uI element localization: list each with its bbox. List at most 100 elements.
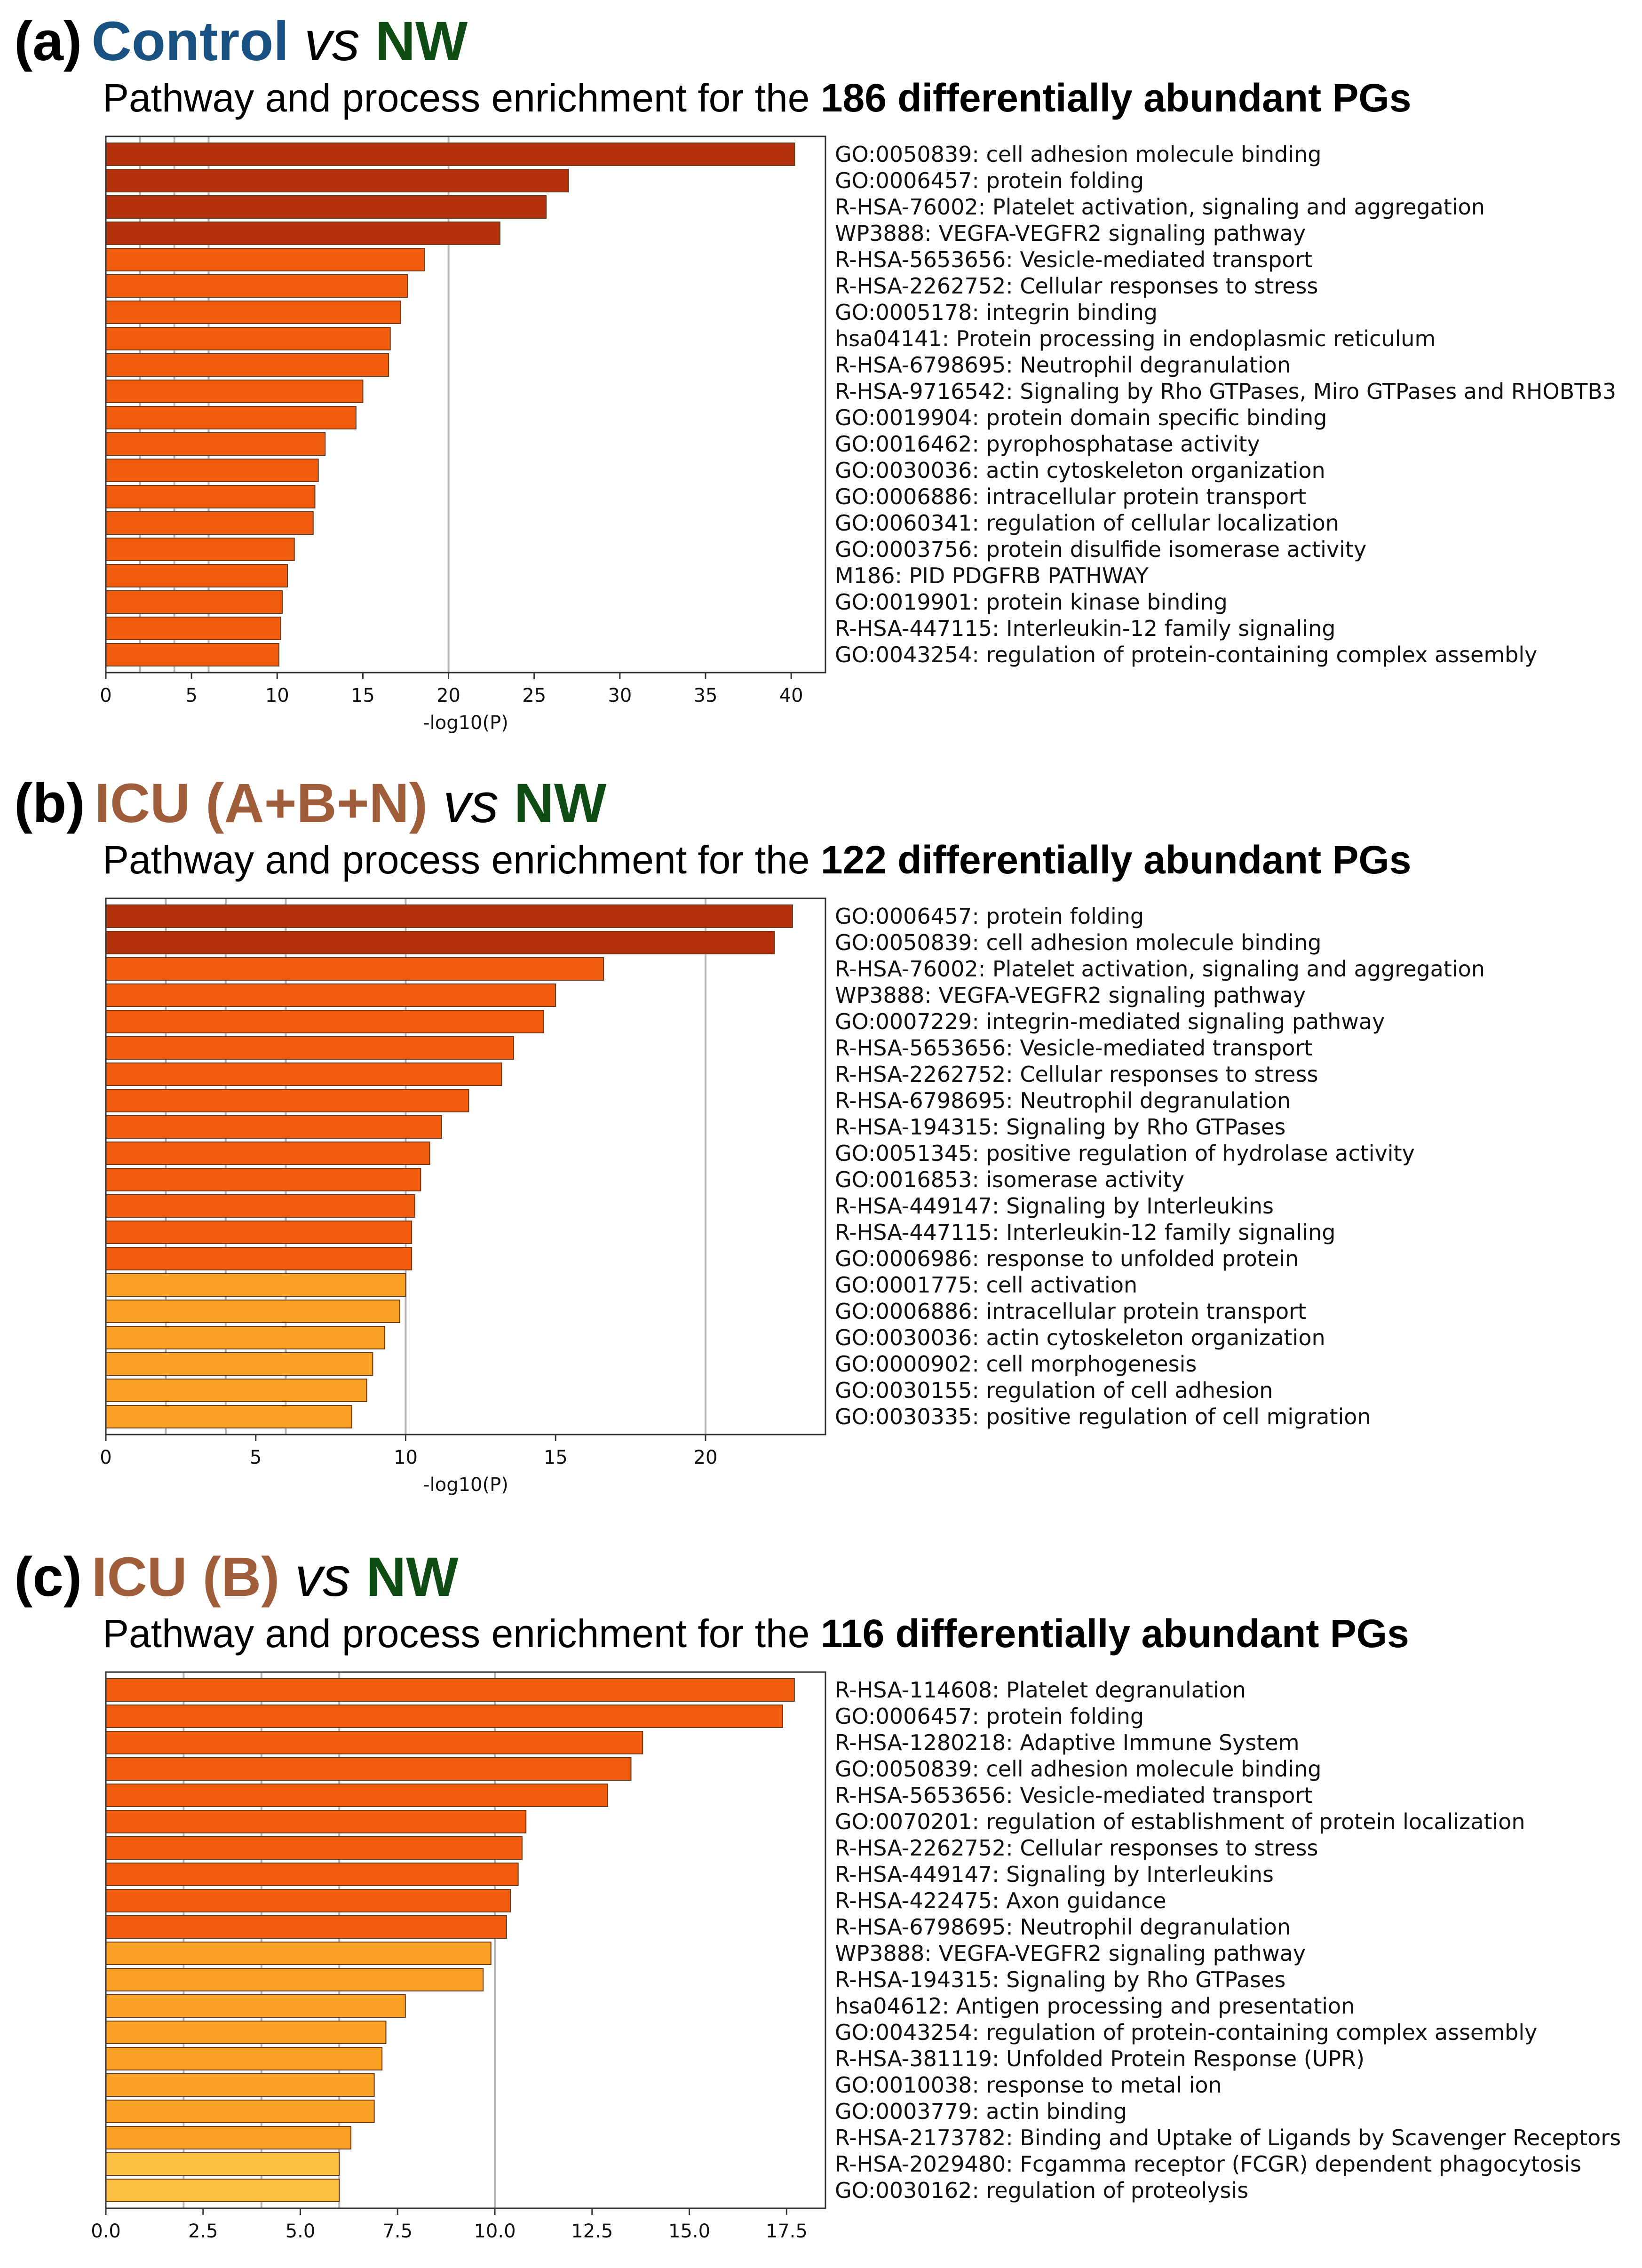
panel-c-tick-label: 17.5 [766, 2220, 808, 2242]
panel-c-term-label: hsa04612: Antigen processing and present… [835, 1993, 1355, 2019]
panel-b-vs: vs [443, 772, 499, 834]
panel-a-tick-label: 5 [185, 685, 197, 706]
panel-b-subtitle-count: 122 differentially abundant PGs [821, 838, 1412, 882]
panel-c-tick-label: 0.0 [91, 2220, 121, 2242]
panel-a-header: (a) Control vs NW [14, 9, 468, 80]
panel-c-tick-label: 10.0 [474, 2220, 516, 2242]
panel-c-bar [106, 1863, 518, 1886]
panel-c-tick-label: 2.5 [188, 2220, 218, 2242]
panel-b-letter: (b) [14, 772, 85, 834]
panel-c-chart: R-HSA-114608: Platelet degranulationGO:0… [0, 1663, 1642, 2255]
panel-a-tick-label: 25 [522, 685, 546, 706]
panel-c-term-label: WP3888: VEGFA-VEGFR2 signaling pathway [835, 1941, 1306, 1966]
panel-a-group-a: Control [92, 10, 289, 72]
panel-b-term-label: GO:0006457: protein folding [835, 904, 1144, 929]
panel-a-tick-label: 30 [608, 685, 632, 706]
panel-a-bar [106, 380, 363, 403]
panel-b-tick-label: 10 [394, 1447, 418, 1468]
panel-c-term-label: GO:0010038: response to metal ion [835, 2072, 1222, 2098]
panel-b-bar [106, 1405, 352, 1428]
panel-c-term-label: R-HSA-2173782: Binding and Uptake of Lig… [835, 2125, 1621, 2150]
panel-c-term-label: R-HSA-194315: Signaling by Rho GTPases [835, 1967, 1285, 1992]
panel-a-term-label: R-HSA-76002: Platelet activation, signal… [835, 194, 1485, 220]
panel-b-subtitle: Pathway and process enrichment for the 1… [103, 837, 1411, 883]
panel-a-term-label: GO:0003756: protein disulfide isomerase … [835, 537, 1366, 562]
panel-a-term-label: R-HSA-447115: Interleukin-12 family sign… [835, 616, 1335, 641]
panel-b-term-label: R-HSA-5653656: Vesicle-mediated transpor… [835, 1035, 1312, 1061]
panel-b-term-label: GO:0001775: cell activation [835, 1272, 1137, 1298]
panel-b-bar [106, 931, 775, 954]
panel-b-term-label: GO:0050839: cell adhesion molecule bindi… [835, 930, 1321, 955]
panel-a-tick-label: 35 [694, 685, 718, 706]
panel-b-group-a: ICU (A+B+N) [95, 772, 428, 834]
panel-a-bar [106, 512, 313, 534]
panel-a-term-label: R-HSA-9716542: Signaling by Rho GTPases,… [835, 379, 1616, 404]
panel-c-group-b: NW [366, 1546, 459, 1608]
panel-b-bar [106, 1274, 406, 1296]
panel-c-term-label: GO:0070201: regulation of establishment … [835, 1809, 1525, 1834]
panel-b-tick-label: 5 [250, 1447, 262, 1468]
panel-b-term-label: R-HSA-6798695: Neutrophil degranulation [835, 1088, 1291, 1113]
panel-a-x-axis-label: -log10(P) [423, 712, 508, 734]
panel-a-term-label: R-HSA-6798695: Neutrophil degranulation [835, 352, 1291, 378]
panel-a-bar [106, 301, 401, 324]
panel-b-term-label: GO:0007229: integrin-mediated signaling … [835, 1009, 1385, 1034]
panel-a-bar [106, 327, 390, 350]
panel-b: (b) ICU (A+B+N) vs NW Pathway and proces… [0, 771, 1642, 1505]
panel-b-bar [106, 1063, 502, 1086]
panel-b-term-label: GO:0030155: regulation of cell adhesion [835, 1378, 1273, 1403]
panel-b-term-label: GO:0016853: isomerase activity [835, 1167, 1184, 1192]
panel-b-term-label: GO:0051345: positive regulation of hydro… [835, 1141, 1415, 1166]
panel-a-chart: GO:0050839: cell adhesion molecule bindi… [0, 127, 1642, 738]
panel-c-tick-label: 12.5 [571, 2220, 613, 2242]
panel-c-tick-label: 15.0 [668, 2220, 710, 2242]
panel-b-tick-label: 20 [694, 1447, 718, 1468]
panel-b-bar [106, 958, 603, 980]
panel-b-bar [106, 1089, 468, 1112]
panel-b-bar [106, 984, 555, 1007]
panel-c-bar [106, 2100, 374, 2123]
panel-c-term-label: R-HSA-5653656: Vesicle-mediated transpor… [835, 1783, 1312, 1808]
panel-c-tick-label: 5.0 [286, 2220, 316, 2242]
panel-c-subtitle-count: 116 differentially abundant PGs [821, 1611, 1409, 1656]
panel-c-term-label: GO:0043254: regulation of protein-contai… [835, 2020, 1537, 2045]
panel-c-bar [106, 2179, 339, 2202]
panel-c-bar [106, 2126, 351, 2149]
panel-b-bar [106, 1326, 385, 1349]
panel-a-term-label: GO:0019904: protein domain specific bind… [835, 405, 1327, 430]
panel-b-bar [106, 1168, 420, 1191]
panel-b-subtitle-prefix: Pathway and process enrichment for the [103, 838, 821, 882]
panel-c-vs: vs [295, 1546, 350, 1608]
panel-b-bar [106, 1037, 514, 1059]
panel-c-bar [106, 1916, 507, 1938]
panel-b-header: (b) ICU (A+B+N) vs NW [14, 771, 606, 842]
panel-a-bar [106, 538, 294, 561]
panel-b-term-label: GO:0006986: response to unfolded protein [835, 1246, 1299, 1271]
panel-b-bar [106, 1247, 412, 1270]
panel-c-subtitle-prefix: Pathway and process enrichment for the [103, 1611, 821, 1656]
panel-b-term-label: GO:0006886: intracellular protein transp… [835, 1299, 1306, 1324]
panel-b-bar [106, 1221, 412, 1244]
panel-c-letter: (c) [14, 1546, 82, 1608]
panel-a-bar [106, 643, 279, 666]
panel-a-term-label: GO:0043254: regulation of protein-contai… [835, 642, 1537, 667]
panel-a-tick-label: 15 [351, 685, 375, 706]
panel-a-term-label: GO:0016462: pyrophosphatase activity [835, 431, 1260, 457]
panel-a-subtitle-prefix: Pathway and process enrichment for the [103, 76, 821, 120]
panel-b-term-label: R-HSA-447115: Interleukin-12 family sign… [835, 1220, 1335, 1245]
panel-b-bar [106, 1010, 544, 1033]
panel-a-term-label: GO:0060341: regulation of cellular local… [835, 510, 1339, 536]
panel-b-group-b: NW [514, 772, 607, 834]
panel-b-x-axis-label: -log10(P) [423, 1474, 508, 1496]
panel-a-tick-label: 20 [436, 685, 460, 706]
panel-a-letter: (a) [14, 10, 82, 72]
panel-c-term-label: GO:0006457: protein folding [835, 1704, 1144, 1729]
panel-c-group-a: ICU (B) [92, 1546, 280, 1608]
panel-b-tick-label: 0 [100, 1447, 111, 1468]
panel-a-bar [106, 143, 794, 166]
panel-c: (c) ICU (B) vs NW Pathway and process en… [0, 1545, 1642, 2268]
panel-b-term-label: R-HSA-2262752: Cellular responses to str… [835, 1062, 1318, 1087]
panel-a-term-label: R-HSA-5653656: Vesicle-mediated transpor… [835, 247, 1312, 272]
panel-c-bar [106, 1995, 405, 2017]
panel-b-term-label: R-HSA-449147: Signaling by Interleukins [835, 1193, 1274, 1219]
